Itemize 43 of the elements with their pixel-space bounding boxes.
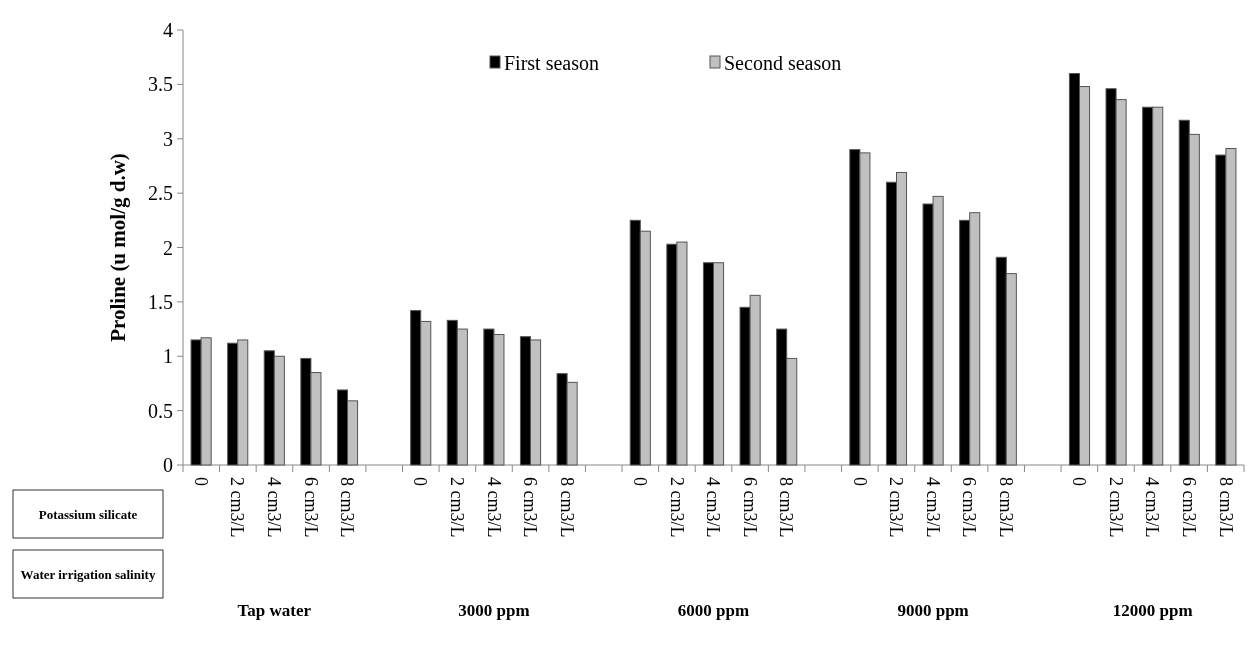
x-tick-label: 6 cm3/L (520, 477, 541, 538)
text: 3000 ppm (458, 601, 530, 620)
text: Tap water (237, 601, 312, 620)
legend-label: First season (504, 52, 599, 74)
text: Water irrigation salinity (13, 550, 163, 598)
x-tick-label: 4 cm3/L (922, 477, 943, 538)
x-tick-label: 8 cm3/L (776, 477, 797, 538)
x-tick-label: 8 cm3/L (1215, 477, 1236, 538)
y-tick-label: 2.5 (148, 182, 173, 205)
x-tick-label: 0 (190, 477, 211, 486)
x-tick-label: 6 cm3/L (739, 477, 760, 538)
x-tick-label: 6 cm3/L (959, 477, 980, 538)
x-tick-label: 2 cm3/L (1105, 477, 1126, 538)
x-tick-label: 4 cm3/L (483, 477, 504, 538)
y-tick-label: 0.5 (148, 399, 173, 422)
y-axis-title: Proline (u mol/g d.w) (106, 153, 130, 342)
x-tick-label: 2 cm3/L (886, 477, 907, 538)
x-tick-label: 6 cm3/L (1178, 477, 1199, 538)
x-tick-label: 8 cm3/L (337, 477, 358, 538)
x-tick-label: 0 (630, 477, 650, 486)
x-tick-label: 4 cm3/L (703, 477, 724, 538)
legend-label: Second season (724, 52, 842, 74)
y-tick-label: 1.5 (148, 290, 173, 313)
y-tick-label: 4 (163, 19, 173, 41)
x-tick-label: 0 (410, 477, 431, 486)
text: 6000 ppm (677, 601, 750, 620)
y-tick-label: 2 (163, 236, 173, 259)
x-tick-label: 0 (849, 477, 870, 486)
x-tick-label: 2 cm3/L (227, 477, 248, 538)
text: Potassium silicate (13, 490, 163, 538)
x-tick-label: 0 (1069, 477, 1090, 486)
x-tick-label: 8 cm3/L (556, 477, 577, 538)
text: 9000 ppm (897, 601, 969, 620)
text: 12000 ppm (1112, 601, 1193, 620)
x-tick-label: 2 cm3/L (666, 477, 687, 538)
x-tick-label: 8 cm3/L (995, 477, 1016, 538)
y-tick-label: 3.5 (148, 73, 173, 96)
x-tick-label: 2 cm3/L (447, 477, 468, 538)
x-tick-label: 6 cm3/L (300, 477, 321, 538)
x-tick-label: 4 cm3/L (1142, 477, 1163, 538)
x-tick-label: 4 cm3/L (264, 477, 285, 538)
y-tick-label: 3 (163, 127, 173, 150)
y-tick-label: 1 (163, 345, 173, 368)
